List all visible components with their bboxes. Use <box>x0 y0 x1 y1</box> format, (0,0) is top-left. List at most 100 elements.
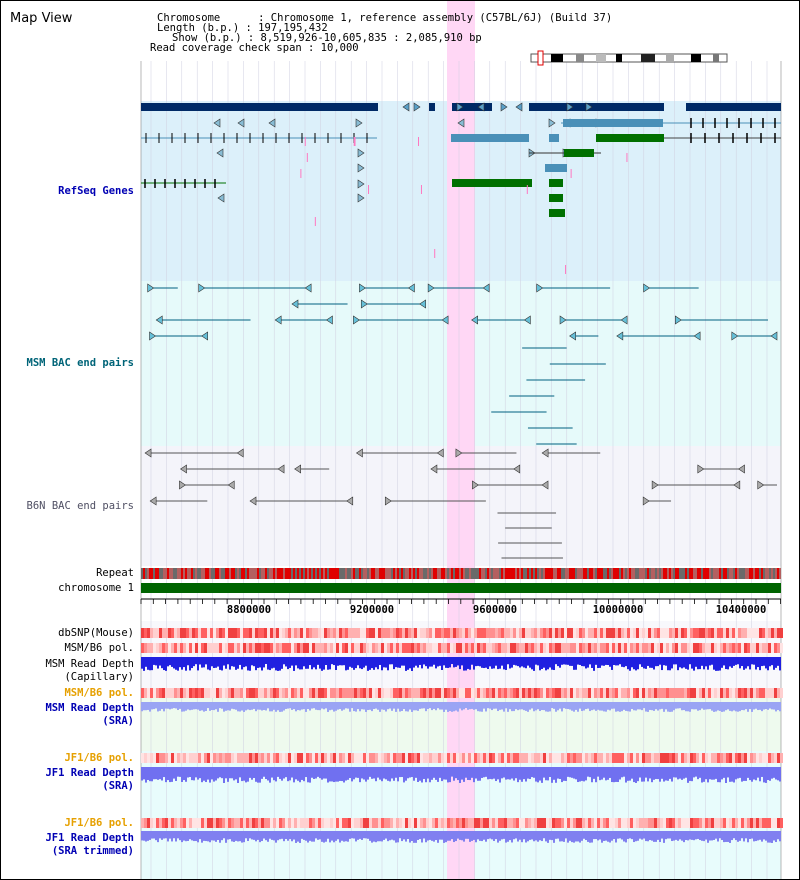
depth-bar <box>537 831 539 842</box>
repeat-cell <box>499 568 501 579</box>
depth-bar <box>347 657 349 670</box>
heat-cell <box>531 643 534 653</box>
depth-bar <box>293 657 295 671</box>
depth-bar <box>189 767 191 778</box>
heat-cell <box>342 753 345 763</box>
heat-cell <box>621 818 624 828</box>
depth-bar <box>309 831 311 841</box>
depth-bar <box>267 831 269 842</box>
repeat-cell <box>707 568 709 579</box>
repeat-cell <box>435 568 437 579</box>
heat-cell <box>144 688 147 698</box>
gene-block <box>452 103 492 111</box>
heat-cell <box>354 628 357 638</box>
depth-bar <box>651 657 653 668</box>
heat-cell <box>270 818 273 828</box>
heat-cell <box>711 818 714 828</box>
depth-bar <box>459 657 461 670</box>
heat-cell <box>606 643 609 653</box>
depth-bar <box>253 657 255 667</box>
repeat-cell <box>155 568 157 579</box>
heat-cell <box>684 643 687 653</box>
depth-bar <box>585 767 587 781</box>
repeat-cell <box>149 568 151 579</box>
heat-cell <box>300 628 303 638</box>
heat-cell <box>561 818 564 828</box>
heat-cell <box>228 818 231 828</box>
depth-bar <box>267 767 269 781</box>
heat-cell <box>258 643 261 653</box>
depth-bar <box>655 702 657 710</box>
depth-bar <box>287 702 289 709</box>
heat-cell <box>630 818 633 828</box>
depth-bar <box>601 831 603 843</box>
depth-bar <box>439 657 441 666</box>
depth-bar <box>175 657 177 670</box>
depth-bar <box>635 702 637 711</box>
repeat-cell <box>687 568 689 579</box>
depth-bar <box>207 767 209 780</box>
repeat-cell <box>515 568 517 579</box>
heat-cell <box>348 818 351 828</box>
repeat-cell <box>541 568 543 579</box>
depth-bar <box>335 657 337 671</box>
msm-b6-pol-sra-label: MSM/B6 pol. <box>64 687 134 699</box>
depth-bar <box>203 767 205 781</box>
heat-cell <box>222 643 225 653</box>
depth-bar <box>493 831 495 842</box>
depth-bar <box>657 657 659 667</box>
heat-cell <box>273 688 276 698</box>
depth-bar <box>545 702 547 712</box>
heat-cell <box>450 628 453 638</box>
heat-cell <box>375 688 378 698</box>
repeat-cell <box>293 568 295 579</box>
heat-cell <box>264 688 267 698</box>
depth-bar <box>153 831 155 839</box>
heat-cell <box>540 688 543 698</box>
depth-bar <box>351 767 353 782</box>
heat-cell <box>555 688 558 698</box>
depth-bar <box>377 702 379 710</box>
repeat-cell <box>625 568 627 579</box>
heat-cell <box>636 688 639 698</box>
repeat-cell <box>159 568 161 579</box>
repeat-cell <box>627 568 629 579</box>
depth-bar <box>259 767 261 783</box>
depth-bar <box>167 767 169 781</box>
depth-bar <box>335 767 337 782</box>
depth-bar <box>701 831 703 841</box>
bac-end <box>541 448 549 458</box>
repeat-cell <box>767 568 769 579</box>
depth-bar <box>495 767 497 782</box>
heat-cell <box>345 688 348 698</box>
depth-bar <box>187 702 189 710</box>
repeat-cell <box>459 568 461 579</box>
heat-cell <box>435 753 438 763</box>
strand-arrow <box>457 118 465 128</box>
heat-cell <box>168 818 171 828</box>
depth-bar <box>539 831 541 841</box>
depth-bar <box>147 702 149 710</box>
depth-bar <box>557 702 559 711</box>
depth-bar <box>179 767 181 777</box>
depth-bar <box>413 767 415 781</box>
depth-bar <box>433 702 435 709</box>
heat-cell <box>183 753 186 763</box>
heat-cell <box>213 818 216 828</box>
depth-bar <box>619 831 621 839</box>
depth-bar <box>691 657 693 669</box>
depth-bar <box>655 831 657 842</box>
depth-bar <box>553 702 555 709</box>
heat-cell <box>261 753 264 763</box>
heat-cell <box>711 753 714 763</box>
depth-bar <box>411 657 413 671</box>
exon-block <box>545 164 567 172</box>
dbsnp-label: dbSNP(Mouse) <box>58 627 134 639</box>
depth-bar <box>535 657 537 665</box>
depth-bar <box>203 702 205 712</box>
heat-cell <box>738 643 741 653</box>
depth-bar <box>337 657 339 666</box>
heat-cell <box>645 688 648 698</box>
heat-cell <box>450 688 453 698</box>
